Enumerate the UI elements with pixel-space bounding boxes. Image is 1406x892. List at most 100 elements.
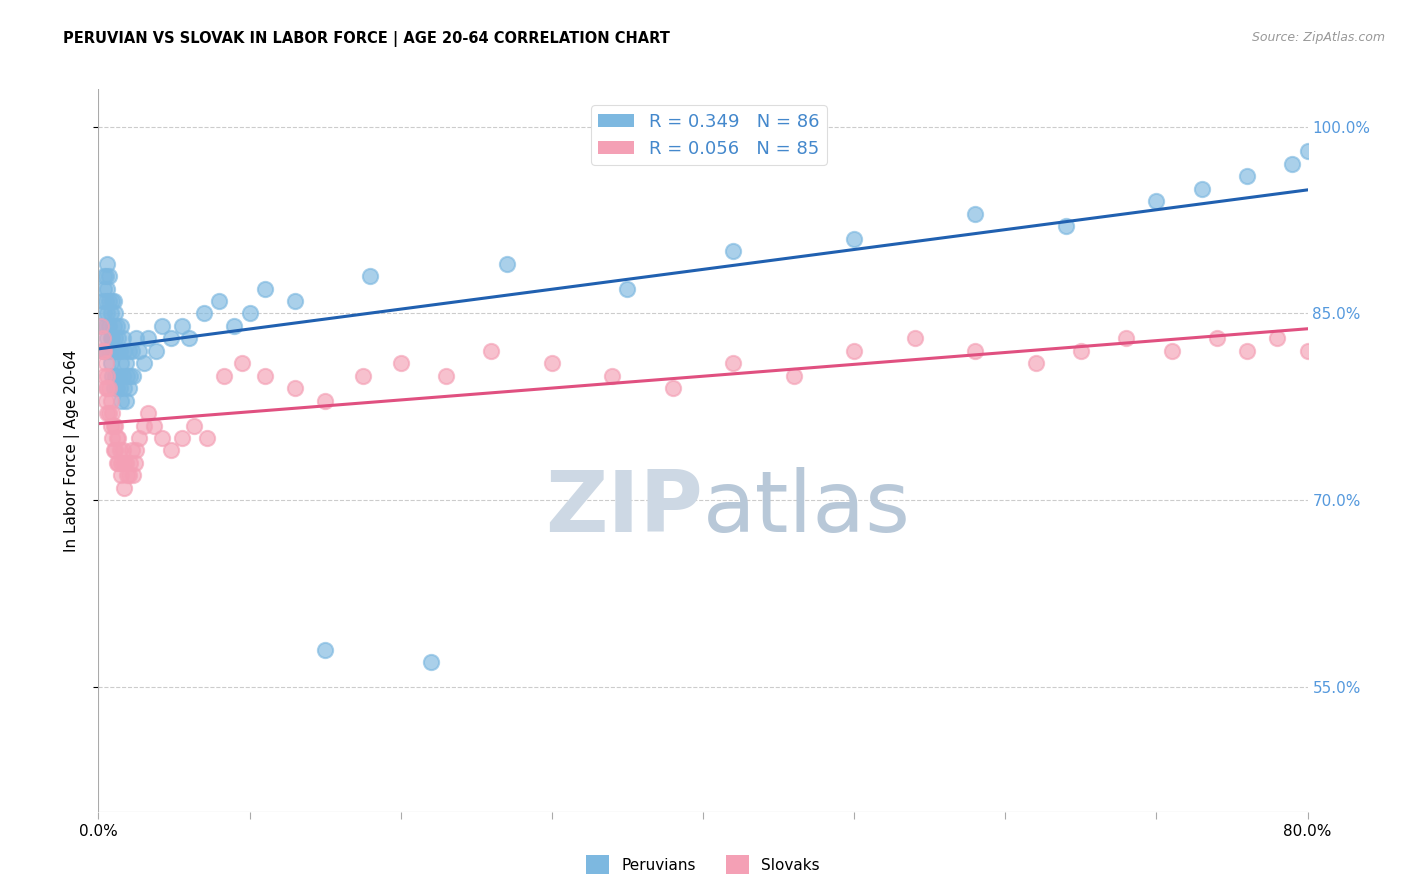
Point	[115, 368, 138, 383]
Text: ZIP: ZIP	[546, 467, 703, 549]
Point	[108, 443, 131, 458]
Point	[118, 343, 141, 358]
Point	[143, 418, 166, 433]
Point	[1115, 331, 1137, 345]
Point	[1236, 343, 1258, 358]
Point	[120, 368, 142, 383]
Point	[124, 456, 146, 470]
Point	[125, 443, 148, 458]
Point	[96, 406, 118, 420]
Point	[93, 268, 115, 283]
Point	[120, 456, 142, 470]
Point	[114, 393, 136, 408]
Point	[101, 293, 124, 308]
Point	[284, 381, 307, 395]
Point	[128, 343, 150, 358]
Point	[100, 331, 122, 345]
Point	[136, 331, 159, 345]
Text: PERUVIAN VS SLOVAK IN LABOR FORCE | AGE 20-64 CORRELATION CHART: PERUVIAN VS SLOVAK IN LABOR FORCE | AGE …	[63, 31, 671, 47]
Point	[96, 368, 118, 383]
Point	[107, 456, 129, 470]
Point	[495, 257, 517, 271]
Point	[179, 331, 201, 345]
Point	[284, 293, 307, 308]
Point	[104, 368, 127, 383]
Point	[94, 318, 117, 333]
Point	[98, 381, 121, 395]
Point	[91, 331, 114, 345]
Point	[94, 393, 117, 408]
Point	[100, 356, 122, 370]
Point	[94, 356, 117, 370]
Point	[90, 318, 112, 333]
Point	[118, 381, 141, 395]
Point	[111, 443, 134, 458]
Text: Source: ZipAtlas.com: Source: ZipAtlas.com	[1251, 31, 1385, 45]
Point	[132, 418, 155, 433]
Point	[103, 293, 125, 308]
Point	[107, 331, 129, 345]
Point	[110, 456, 132, 470]
Point	[1267, 331, 1289, 345]
Point	[110, 356, 132, 370]
Point	[1206, 331, 1229, 345]
Point	[103, 443, 125, 458]
Point	[121, 343, 143, 358]
Point	[104, 418, 127, 433]
Point	[93, 343, 115, 358]
Point	[98, 318, 121, 333]
Point	[1070, 343, 1092, 358]
Point	[98, 406, 121, 420]
Point	[110, 393, 132, 408]
Point	[193, 306, 215, 320]
Point	[231, 356, 253, 370]
Point	[122, 468, 145, 483]
Point	[481, 343, 503, 358]
Point	[128, 431, 150, 445]
Point	[1160, 343, 1182, 358]
Point	[844, 343, 866, 358]
Point	[103, 418, 125, 433]
Point	[314, 642, 336, 657]
Point	[661, 381, 683, 395]
Point	[110, 318, 132, 333]
Point	[96, 306, 118, 320]
Point	[616, 281, 638, 295]
Point	[208, 293, 231, 308]
Point	[100, 393, 122, 408]
Point	[1296, 145, 1319, 159]
Point	[150, 431, 173, 445]
Point	[112, 481, 135, 495]
Point	[101, 331, 124, 345]
Point	[965, 207, 987, 221]
Point	[105, 456, 128, 470]
Point	[96, 257, 118, 271]
Point	[1054, 219, 1077, 234]
Point	[103, 318, 125, 333]
Point	[1024, 356, 1046, 370]
Point	[104, 306, 127, 320]
Point	[145, 343, 167, 358]
Point	[602, 368, 624, 383]
Point	[136, 406, 159, 420]
Point	[104, 331, 127, 345]
Point	[965, 343, 987, 358]
Point	[111, 331, 134, 345]
Point	[107, 368, 129, 383]
Point	[239, 306, 262, 320]
Point	[93, 306, 115, 320]
Point	[314, 393, 336, 408]
Point	[844, 232, 866, 246]
Point	[253, 281, 276, 295]
Legend: R = 0.349   N = 86, R = 0.056   N = 85: R = 0.349 N = 86, R = 0.056 N = 85	[591, 105, 827, 165]
Text: atlas: atlas	[703, 467, 911, 549]
Point	[91, 293, 114, 308]
Point	[90, 318, 112, 333]
Point	[107, 431, 129, 445]
Point	[253, 368, 276, 383]
Point	[101, 368, 124, 383]
Point	[540, 356, 562, 370]
Point	[352, 368, 374, 383]
Y-axis label: In Labor Force | Age 20-64: In Labor Force | Age 20-64	[63, 350, 80, 551]
Point	[195, 431, 218, 445]
